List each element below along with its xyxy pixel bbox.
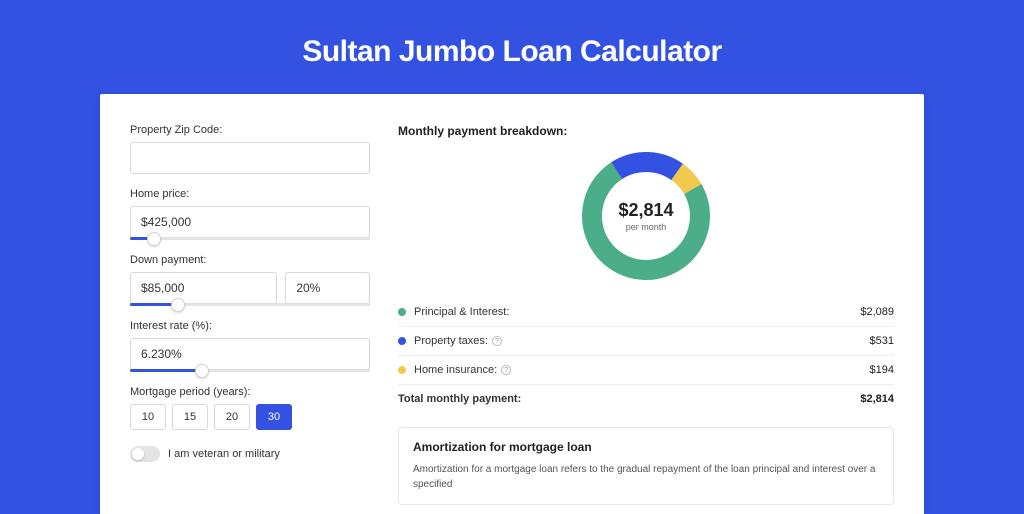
down-payment-label: Down payment:: [130, 254, 370, 266]
calculator-card: Property Zip Code: Home price: Down paym…: [100, 94, 924, 514]
mortgage-period-label: Mortgage period (years):: [130, 386, 370, 398]
legend-row: Property taxes:? $531: [398, 327, 894, 356]
legend-label: Property taxes:: [414, 335, 488, 347]
mortgage-period-option[interactable]: 10: [130, 404, 166, 430]
mortgage-period-buttons: 10152030: [130, 404, 370, 430]
legend-row: Principal & Interest: $2,089: [398, 298, 894, 327]
amortization-text: Amortization for a mortgage loan refers …: [413, 462, 879, 492]
down-payment-slider[interactable]: [130, 303, 370, 306]
donut-amount: $2,814: [618, 200, 673, 221]
donut-chart-wrap: $2,814 per month: [398, 152, 894, 280]
legend: Principal & Interest: $2,089 Property taxe…: [398, 298, 894, 385]
legend-value: $531: [870, 335, 894, 347]
breakdown-column: Monthly payment breakdown: $2,814 per mo…: [398, 124, 894, 514]
mortgage-period-field-group: Mortgage period (years): 10152030: [130, 386, 370, 430]
down-payment-percent-input[interactable]: [285, 272, 370, 304]
interest-rate-slider-handle[interactable]: [195, 364, 209, 378]
mortgage-period-option[interactable]: 15: [172, 404, 208, 430]
legend-dot-icon: [398, 308, 406, 316]
legend-row: Home insurance:? $194: [398, 356, 894, 385]
legend-total-row: Total monthly payment: $2,814: [398, 385, 894, 413]
donut-center: $2,814 per month: [618, 200, 673, 232]
amortization-card: Amortization for mortgage loan Amortizat…: [398, 427, 894, 505]
legend-label: Principal & Interest:: [414, 306, 509, 318]
input-column: Property Zip Code: Home price: Down paym…: [130, 124, 370, 514]
legend-dot-icon: [398, 366, 406, 374]
mortgage-period-option[interactable]: 20: [214, 404, 250, 430]
mortgage-period-option[interactable]: 30: [256, 404, 292, 430]
veteran-toggle-row: I am veteran or military: [130, 446, 370, 462]
breakdown-title: Monthly payment breakdown:: [398, 124, 894, 138]
zip-label: Property Zip Code:: [130, 124, 370, 136]
help-icon[interactable]: ?: [492, 336, 502, 346]
legend-total-label: Total monthly payment:: [398, 393, 521, 405]
legend-total-value: $2,814: [860, 393, 894, 405]
amortization-title: Amortization for mortgage loan: [413, 440, 879, 454]
down-payment-amount-input[interactable]: [130, 272, 277, 304]
legend-dot-icon: [398, 337, 406, 345]
home-price-input[interactable]: [130, 206, 370, 238]
interest-rate-slider[interactable]: [130, 369, 370, 372]
home-price-field-group: Home price:: [130, 188, 370, 240]
page-title: Sultan Jumbo Loan Calculator: [0, 0, 1024, 94]
legend-label: Home insurance:: [414, 364, 497, 376]
home-price-label: Home price:: [130, 188, 370, 200]
zip-field-group: Property Zip Code:: [130, 124, 370, 174]
veteran-toggle-knob: [132, 448, 144, 460]
veteran-toggle[interactable]: [130, 446, 160, 462]
home-price-slider-handle[interactable]: [147, 232, 161, 246]
down-payment-slider-handle[interactable]: [171, 298, 185, 312]
zip-input[interactable]: [130, 142, 370, 174]
interest-rate-field-group: Interest rate (%):: [130, 320, 370, 372]
home-price-slider[interactable]: [130, 237, 370, 240]
donut-sub: per month: [618, 222, 673, 232]
interest-rate-slider-fill: [130, 369, 202, 372]
veteran-toggle-label: I am veteran or military: [168, 448, 280, 460]
interest-rate-input[interactable]: [130, 338, 370, 370]
down-payment-field-group: Down payment:: [130, 254, 370, 306]
donut-chart: $2,814 per month: [582, 152, 710, 280]
interest-rate-label: Interest rate (%):: [130, 320, 370, 332]
help-icon[interactable]: ?: [501, 365, 511, 375]
legend-value: $194: [870, 364, 894, 376]
legend-value: $2,089: [860, 306, 894, 318]
